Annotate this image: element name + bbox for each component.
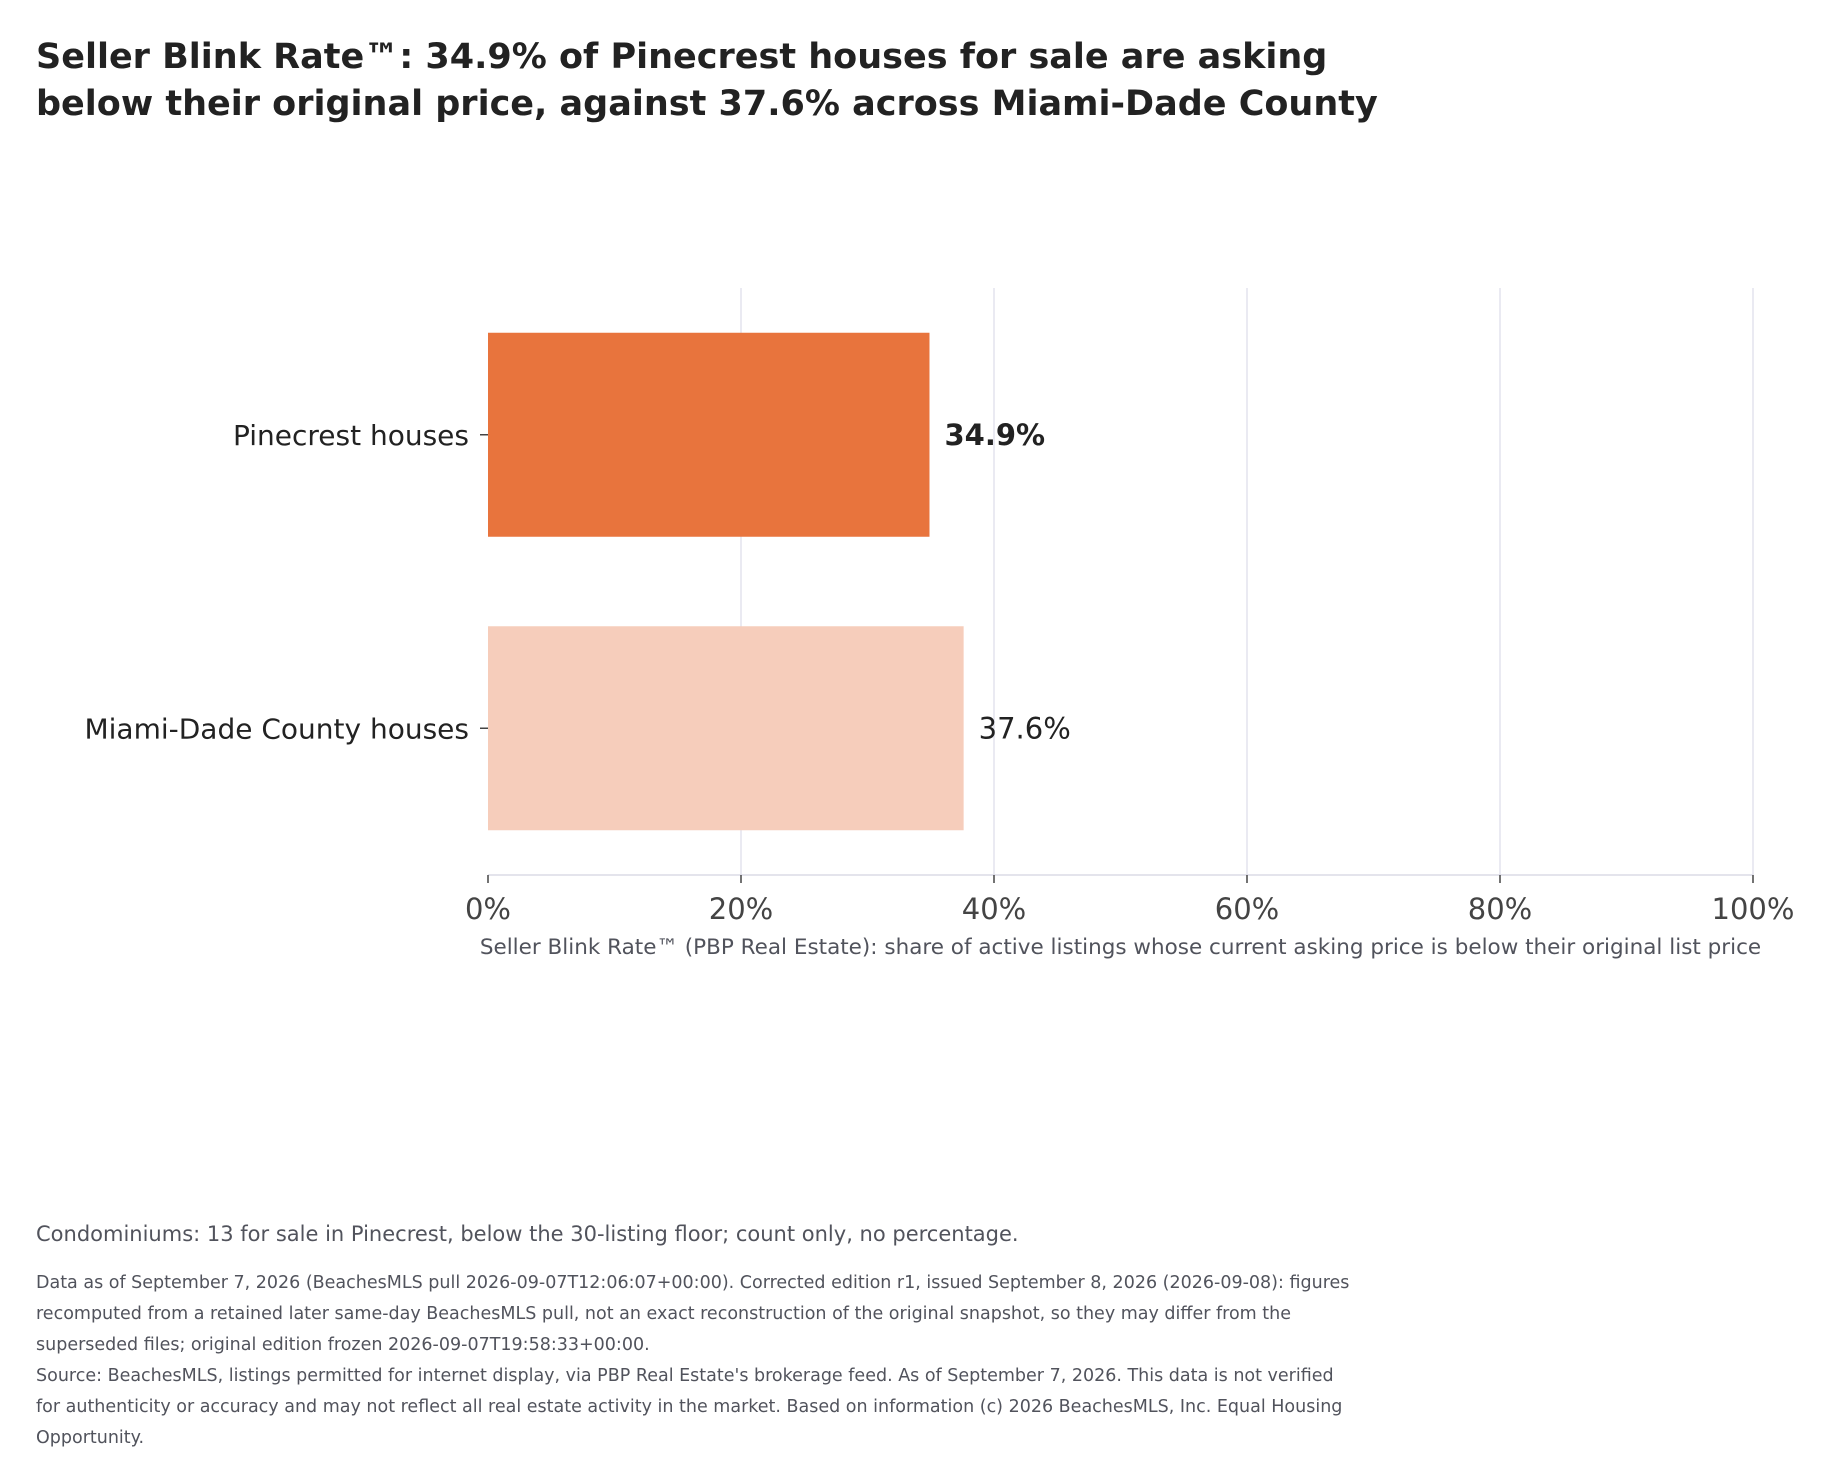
- x-tick-label-0: 0%: [465, 892, 511, 926]
- chart-title: Seller Blink Rate™: 34.9% of Pinecrest h…: [36, 34, 1436, 128]
- value-label-1: 37.6%: [979, 711, 1071, 745]
- category-label-1: Miami-Dade County houses: [84, 712, 469, 745]
- footnote-line-2: recomputed from a retained later same-da…: [36, 1304, 1291, 1324]
- condominium-note: Condominiums: 13 for sale in Pinecrest, …: [36, 1222, 1019, 1246]
- x-tick-label-2: 40%: [962, 892, 1026, 926]
- bar-0: [488, 332, 930, 537]
- chart-title-line-2: below their original price, against 37.6…: [36, 84, 1378, 124]
- bar-1: [488, 626, 964, 831]
- x-tick-label-1: 20%: [709, 892, 773, 926]
- source-line-2: for authenticity or accuracy and may not…: [36, 1397, 1343, 1417]
- bar-chart: 34.9% Pinecrest houses 37.6% Miami-Dade Cou…: [84, 288, 1795, 960]
- category-label-0: Pinecrest houses: [233, 419, 469, 452]
- footnote-line-3: superseded files; original edition froze…: [36, 1335, 650, 1355]
- footnote: Data as of September 7, 2026 (BeachesMLS…: [36, 1268, 1366, 1454]
- footnote-line-1: Data as of September 7, 2026 (BeachesMLS…: [36, 1273, 1350, 1293]
- source-line-3: Opportunity.: [36, 1428, 145, 1448]
- chart-title-line-1: Seller Blink Rate™: 34.9% of Pinecrest h…: [36, 37, 1328, 77]
- x-tick-label-4: 80%: [1468, 892, 1532, 926]
- x-tick-label-5: 100%: [1712, 892, 1795, 926]
- x-axis-title: Seller Blink Rate™ (PBP Real Estate): sh…: [480, 935, 1761, 960]
- value-label-0: 34.9%: [944, 418, 1045, 452]
- source-line-1: Source: BeachesMLS, listings permitted f…: [36, 1366, 1334, 1386]
- x-tick-label-3: 60%: [1215, 892, 1279, 926]
